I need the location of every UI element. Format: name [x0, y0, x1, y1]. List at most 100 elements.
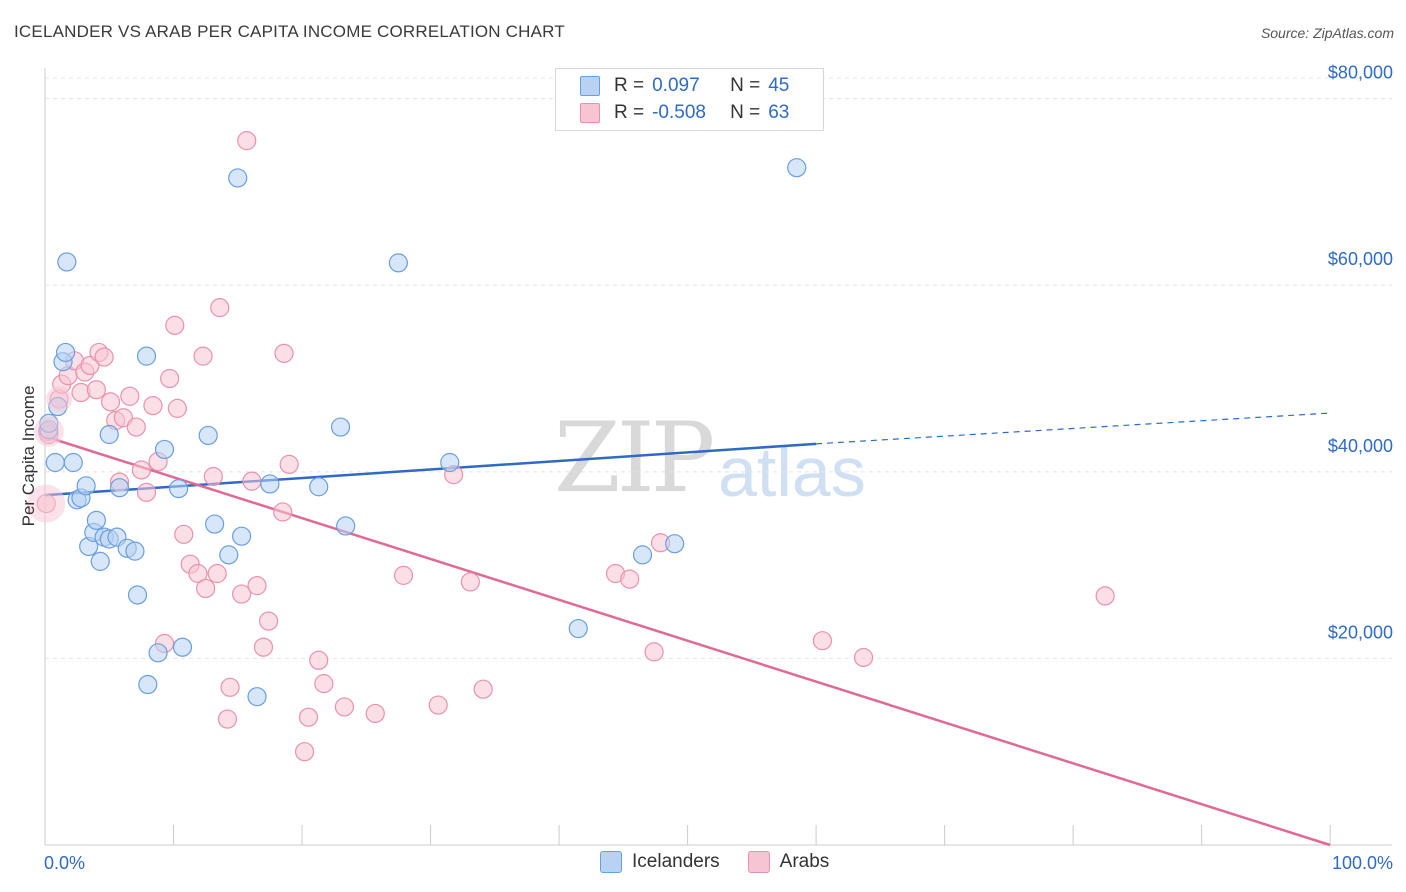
icelander-point — [57, 343, 75, 361]
icelander-point — [199, 426, 217, 444]
icelanders-trend-extension — [816, 413, 1330, 444]
icelander-point — [441, 454, 459, 472]
arab-point — [144, 397, 162, 415]
arab-point — [121, 387, 139, 405]
icelander-point — [156, 440, 174, 458]
correlation-legend: R = 0.097 N = 45 R = -0.508 N = 63 — [555, 68, 824, 131]
legend-item-arabs[interactable]: Arabs — [748, 851, 830, 873]
arab-point — [299, 708, 317, 726]
legend-n-value: 45 — [768, 75, 789, 97]
x-tick-label: 100.0% — [1332, 853, 1393, 873]
legend-swatch-icelanders — [580, 76, 600, 96]
icelander-point — [77, 477, 95, 495]
arab-point — [87, 381, 105, 399]
icelander-point — [220, 546, 238, 564]
arab-point — [161, 370, 179, 388]
arab-point — [335, 698, 353, 716]
legend-row-icelanders: R = 0.097 N = 45 — [580, 74, 789, 98]
arab-point — [208, 565, 226, 583]
arab-point — [621, 570, 639, 588]
icelander-point — [170, 480, 188, 498]
y-tick-label: $20,000 — [1328, 622, 1393, 642]
icelander-point — [248, 688, 266, 706]
y-tick-label: $60,000 — [1328, 249, 1393, 269]
icelander-point — [129, 586, 147, 604]
arab-point — [254, 638, 272, 656]
legend-swatch-icelanders — [600, 851, 622, 873]
icelander-point — [126, 542, 144, 560]
y-tick-label: $40,000 — [1328, 436, 1393, 456]
arab-point — [166, 316, 184, 334]
legend-label-arabs: Arabs — [780, 851, 830, 873]
arab-point — [274, 503, 292, 521]
icelander-point — [332, 418, 350, 436]
arab-point — [204, 467, 222, 485]
icelander-point — [569, 620, 587, 638]
icelander-point — [389, 254, 407, 272]
arab-point — [248, 577, 266, 595]
arab-point — [366, 704, 384, 722]
icelander-point — [91, 552, 109, 570]
arab-point — [280, 455, 298, 473]
icelander-point — [229, 169, 247, 187]
arab-point — [218, 710, 236, 728]
icelander-point — [58, 253, 76, 271]
icelander-point — [788, 159, 806, 177]
icelander-point — [233, 527, 251, 545]
grid-lines — [45, 78, 1392, 658]
icelander-point — [64, 454, 82, 472]
arabs-trend-line — [45, 436, 1330, 845]
icelander-point — [261, 475, 279, 493]
legend-n-label: N = — [730, 75, 760, 97]
icelander-point — [206, 515, 224, 533]
arab-point — [194, 347, 212, 365]
arab-point — [102, 393, 120, 411]
arab-point — [95, 348, 113, 366]
icelander-point — [310, 478, 328, 496]
axis-labels: $20,000 $40,000 $60,000 $80,000 0.0% 100.0% Pe… — [19, 63, 1393, 873]
icelander-point — [173, 638, 191, 656]
y-tick-label: $80,000 — [1328, 63, 1393, 83]
arab-point — [138, 483, 156, 501]
arab-point — [275, 344, 293, 362]
legend-n-value: 63 — [768, 102, 789, 124]
arab-point-large — [34, 417, 64, 447]
arab-point — [211, 299, 229, 317]
arab-point — [395, 566, 413, 584]
arab-point — [127, 418, 145, 436]
icelander-point — [138, 347, 156, 365]
arab-point — [260, 612, 278, 630]
scatter-chart: $20,000 $40,000 $60,000 $80,000 0.0% 100.0% Pe… — [0, 0, 1406, 892]
trend-lines — [45, 413, 1330, 845]
axes — [45, 68, 1392, 845]
arab-point — [461, 573, 479, 591]
data-points — [27, 132, 1114, 761]
arab-point — [1096, 587, 1114, 605]
arab-point — [243, 472, 261, 490]
legend-n-label: N = — [730, 102, 760, 124]
icelander-point — [100, 426, 118, 444]
icelander-point — [666, 535, 684, 553]
legend-swatch-arabs — [580, 103, 600, 123]
icelander-point — [337, 517, 355, 535]
legend-row-arabs: R = -0.508 N = 63 — [580, 101, 789, 125]
icelander-point — [111, 479, 129, 497]
series-legend: Icelanders Arabs — [600, 851, 857, 873]
icelander-point — [46, 454, 64, 472]
arab-point — [429, 696, 447, 714]
x-tick-label: 0.0% — [44, 853, 85, 873]
arab-point — [238, 132, 256, 150]
legend-swatch-arabs — [748, 851, 770, 873]
icelander-point — [149, 644, 167, 662]
legend-label-icelanders: Icelanders — [632, 851, 720, 873]
icelander-point — [87, 511, 105, 529]
arab-point — [645, 643, 663, 661]
arab-point — [175, 525, 193, 543]
legend-item-icelanders[interactable]: Icelanders — [600, 851, 720, 873]
arab-point — [813, 632, 831, 650]
arab-point — [315, 675, 333, 693]
icelander-point — [139, 676, 157, 694]
arab-point — [296, 743, 314, 761]
arab-point — [221, 678, 239, 696]
y-axis-title: Per Capita Income — [19, 386, 38, 527]
